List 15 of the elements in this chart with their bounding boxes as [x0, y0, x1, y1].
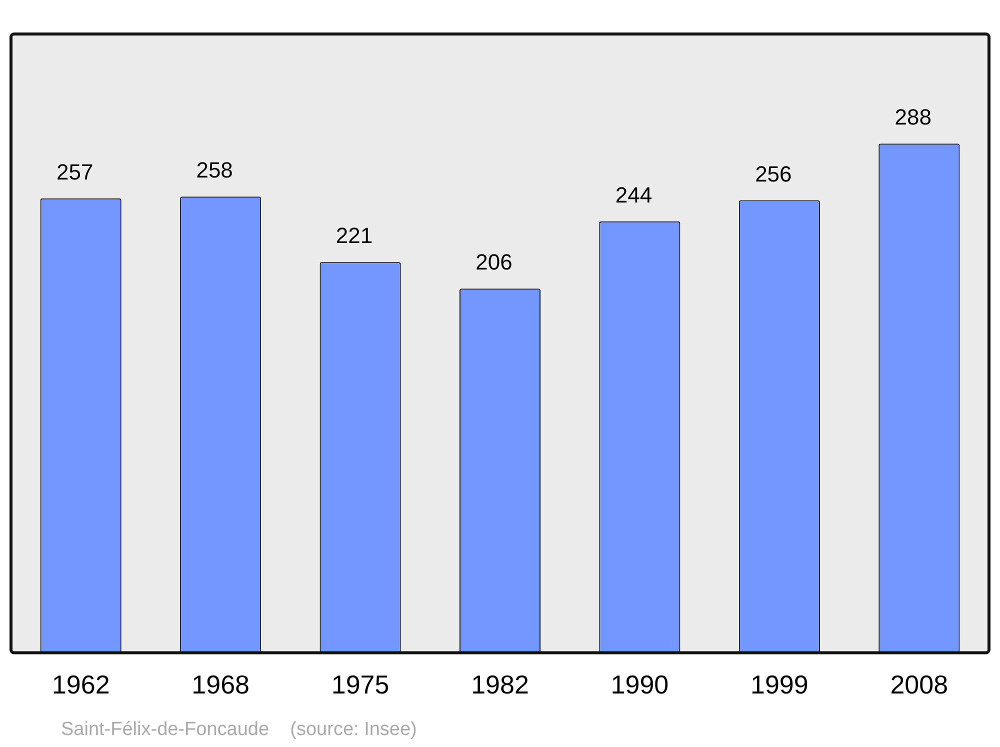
- data-label: 206: [476, 250, 512, 275]
- data-label: 258: [196, 158, 233, 183]
- data-label: 256: [755, 161, 792, 186]
- data-label: 288: [894, 104, 932, 130]
- x-tick-label: 1999: [750, 670, 808, 700]
- data-label: 244: [615, 182, 652, 208]
- x-tick-label: 1982: [471, 670, 529, 700]
- x-tick-label: 1975: [331, 670, 390, 700]
- x-tick-label: 2008: [890, 670, 948, 700]
- text: Saint-Félix-de-Foncaude (source: Insee): [61, 719, 417, 740]
- x-tick-label: 1990: [610, 670, 669, 700]
- x-tick-label: 1962: [52, 670, 110, 700]
- data-label: 257: [56, 159, 94, 184]
- x-tick-label: 1968: [192, 670, 250, 700]
- data-label: 221: [336, 223, 373, 248]
